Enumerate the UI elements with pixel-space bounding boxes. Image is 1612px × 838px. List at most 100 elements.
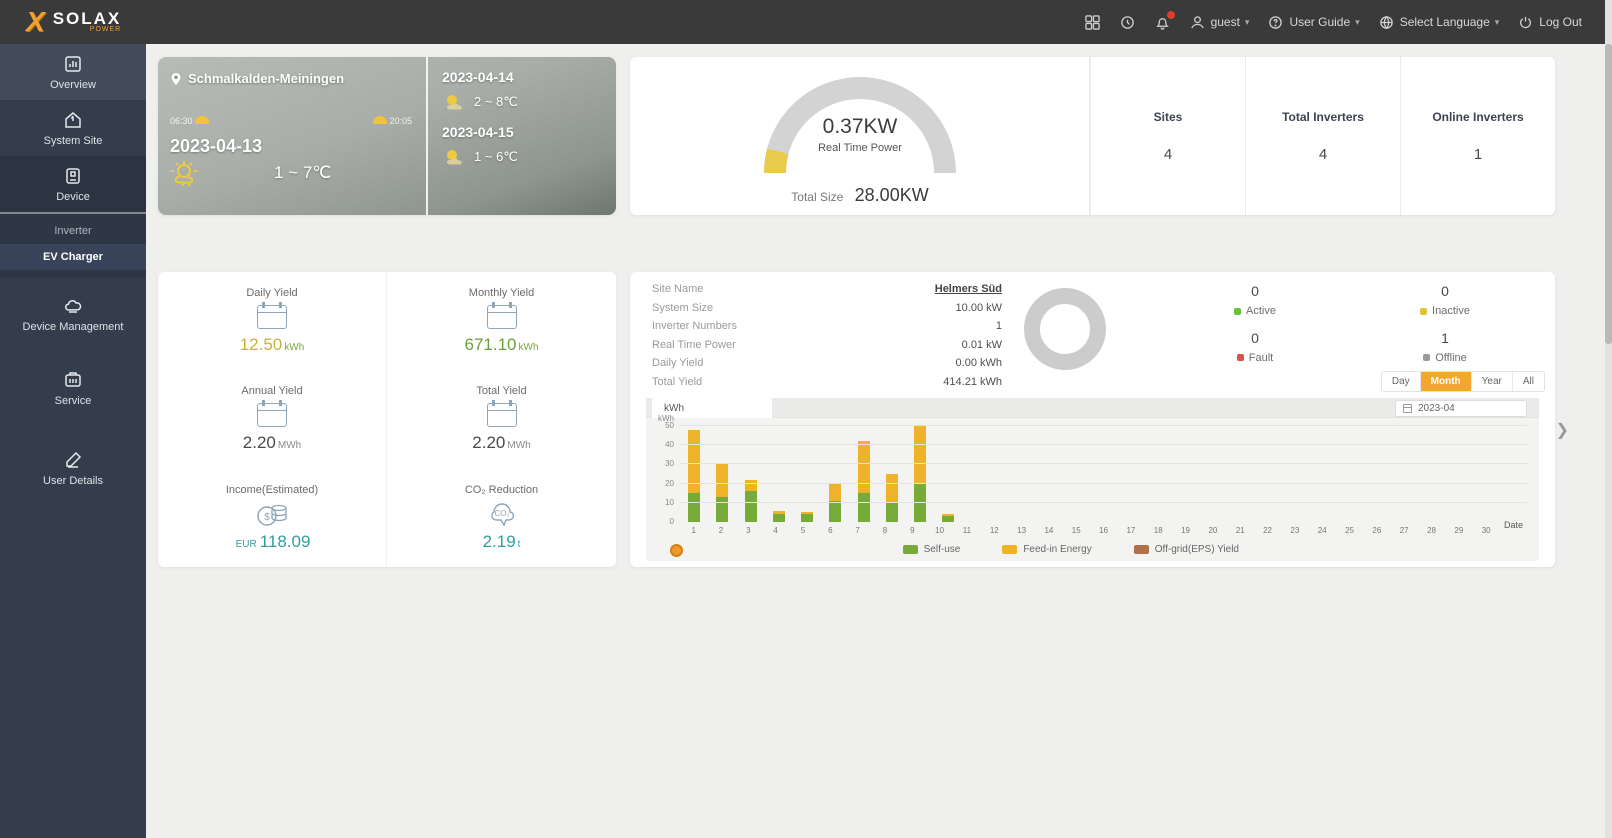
monthly-yield-value: 671.10 xyxy=(464,335,517,355)
scrollbar-thumb[interactable] xyxy=(1605,44,1612,344)
x-tick-label: 14 xyxy=(1044,526,1054,535)
carousel-active-dot[interactable] xyxy=(670,544,683,557)
total-inverters-label: Total Inverters xyxy=(1282,109,1364,124)
service-icon xyxy=(63,370,83,390)
legend-label: Off-grid(EPS) Yield xyxy=(1154,544,1239,555)
sunrise-icon xyxy=(195,116,210,124)
alarm-icon[interactable] xyxy=(1119,14,1136,31)
y-tick-label: 20 xyxy=(665,478,674,488)
inactive-count: 0 xyxy=(1441,283,1449,299)
daily-yield-label: Daily Yield xyxy=(246,287,298,300)
bar-segment xyxy=(885,502,898,522)
x-tick-label: 29 xyxy=(1454,526,1464,535)
svg-text:CO₂: CO₂ xyxy=(494,509,509,518)
offline-count: 1 xyxy=(1441,329,1449,346)
chart-unit-tab[interactable]: kWh xyxy=(652,398,772,418)
status-inactive: 0 Inactive xyxy=(1350,278,1540,325)
topbar: X SOLAX POWER guest ▾ User Guide xyxy=(0,0,1612,44)
yield-summary-card: Daily Yield 12.50 kWh Monthly Yield 671.1… xyxy=(158,272,616,567)
date-picker[interactable]: 2023-04 xyxy=(1395,400,1527,417)
calendar-day-icon xyxy=(255,302,289,331)
apps-icon[interactable] xyxy=(1084,14,1101,31)
bar-slot xyxy=(821,426,849,522)
co2-unit: t xyxy=(517,538,521,550)
bar-slot xyxy=(765,426,793,522)
bar-segment xyxy=(716,464,729,498)
legend-item[interactable]: Off-grid(EPS) Yield xyxy=(1133,544,1239,555)
stacked-bar xyxy=(716,464,729,522)
sidebar-item-user-details[interactable]: User Details xyxy=(0,440,146,496)
period-year-button[interactable]: Year xyxy=(1470,372,1512,391)
power-icon xyxy=(1517,14,1534,31)
user-guide-menu[interactable]: User Guide ▾ xyxy=(1267,14,1360,31)
active-dot xyxy=(1234,307,1242,315)
globe-icon xyxy=(1378,14,1395,31)
logout-button[interactable]: Log Out xyxy=(1517,14,1582,31)
bar-slot xyxy=(708,426,736,522)
bar-slot xyxy=(736,426,764,522)
forecast-temp: 2 ~ 8℃ xyxy=(474,93,518,109)
sidebar-item-device-management[interactable]: Device Management xyxy=(0,286,146,342)
solax-logo[interactable]: X SOLAX POWER xyxy=(26,6,121,38)
sidebar-item-label: Service xyxy=(54,395,92,407)
period-all-button[interactable]: All xyxy=(1511,372,1544,391)
calendar-icon xyxy=(1403,404,1412,413)
bar-segment xyxy=(942,516,955,522)
x-tick-label: 4 xyxy=(773,526,778,535)
legend-item[interactable]: Feed-in Energy xyxy=(1002,544,1092,555)
y-tick-label: 30 xyxy=(665,459,674,469)
bar-slot xyxy=(1216,426,1244,522)
period-day-button[interactable]: Day xyxy=(1381,372,1420,391)
bar-slot xyxy=(1301,426,1329,522)
x-tick-label: 24 xyxy=(1317,526,1327,535)
carousel-next-icon[interactable]: ❯ xyxy=(1555,422,1569,439)
x-tick-label: 27 xyxy=(1399,526,1409,535)
forecast-date: 2023-04-15 xyxy=(442,124,514,140)
online-inverters-value: 1 xyxy=(1473,145,1483,163)
sidebar-item-service[interactable]: Service xyxy=(0,360,146,416)
chart-plot: kWh 0 10 20 30 40 50 xyxy=(654,414,1531,526)
sidebar-item-label: Overview xyxy=(50,79,96,91)
real-time-power-label: Real Time Power xyxy=(652,338,736,351)
sidebar-item-device[interactable]: Device xyxy=(0,156,146,214)
brand-sub: POWER xyxy=(89,25,122,33)
sidebar-subitem-inverter[interactable]: Inverter xyxy=(54,225,92,237)
bell-icon[interactable] xyxy=(1154,10,1175,31)
language-menu[interactable]: Select Language ▾ xyxy=(1378,14,1499,31)
calendar-total-icon xyxy=(485,400,519,429)
x-tick-label: 11 xyxy=(962,526,972,535)
sidebar-item-system-site[interactable]: System Site xyxy=(0,100,146,156)
total-size-label: Total Size xyxy=(791,190,844,204)
real-time-power-value: 0.37KW xyxy=(822,115,898,138)
gridline xyxy=(680,444,1527,446)
x-tick-label: 5 xyxy=(800,526,806,535)
real-time-power-value: 0.01 kW xyxy=(961,338,1002,351)
x-axis: 1 2 3 4 5 6 7 8 9 10 11 12 13 14 15 16 17 18 19 20 21 22 23 24 2… xyxy=(680,520,1527,536)
x-tick-label: 23 xyxy=(1290,526,1300,535)
legend-label: Feed-in Energy xyxy=(1023,544,1092,555)
site-name-link[interactable]: Helmers Süd xyxy=(934,283,1002,295)
sidebar-subitem-ev-charger[interactable]: EV Charger xyxy=(0,244,146,270)
user-name: guest xyxy=(1210,15,1240,29)
brand-name: SOLAX xyxy=(52,8,122,28)
user-menu[interactable]: guest ▾ xyxy=(1189,14,1249,31)
fault-count: 0 xyxy=(1251,329,1259,346)
user-guide-label: User Guide xyxy=(1289,15,1351,29)
coins-icon: $ xyxy=(255,500,289,528)
stacked-bar xyxy=(772,510,785,522)
x-tick-label: 28 xyxy=(1427,526,1436,535)
location-pin-icon xyxy=(171,72,181,85)
yield-chart: kWh 2023-04 kWh 0 10 20 30 40 50 1 2 3 4 5 6 7 8 9 10 11… xyxy=(646,398,1539,561)
sidebar-item-overview[interactable]: Overview xyxy=(0,44,146,100)
legend-item[interactable]: Self-use xyxy=(902,544,960,555)
x-axis-title: Date xyxy=(1504,520,1524,530)
co2-cell: CO₂ Reduction CO₂ 2.19 t xyxy=(387,469,616,567)
period-month-button[interactable]: Month xyxy=(1419,372,1471,391)
bar-segment xyxy=(688,429,701,494)
sidebar-item-label: Device Management xyxy=(22,321,124,333)
x-tick-label: 9 xyxy=(910,526,915,535)
language-label: Select Language xyxy=(1399,15,1490,29)
legend-swatch xyxy=(1002,545,1018,554)
bar-segment xyxy=(857,441,870,494)
bar-slot xyxy=(793,426,821,522)
